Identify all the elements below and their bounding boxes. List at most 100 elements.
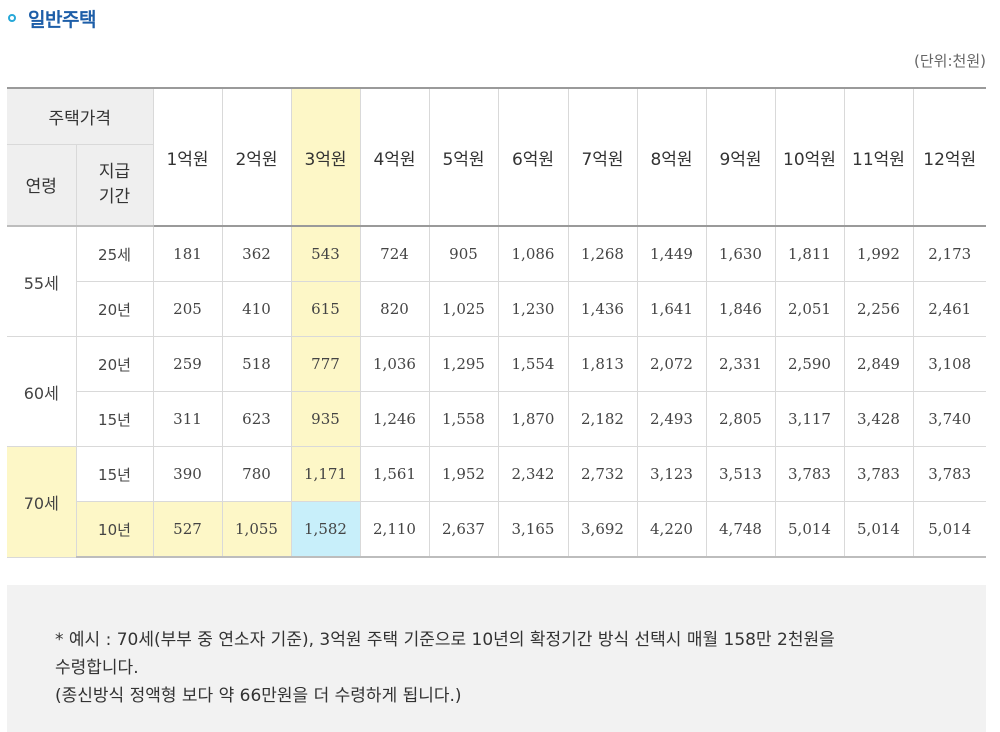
age-cell: 60세 <box>7 336 77 447</box>
value-cell: 527 <box>152 501 223 558</box>
value-cell: 518 <box>221 336 292 392</box>
note-line: 수령합니다. <box>55 658 139 678</box>
value-cell: 410 <box>221 281 292 337</box>
example-note: * 예시 : 70세(부부 중 연소자 기준), 3억원 주택 기준으로 10년… <box>7 585 986 732</box>
value-cell: 3,108 <box>912 336 986 392</box>
value-cell: 2,849 <box>843 336 914 392</box>
value-cell: 777 <box>290 336 361 392</box>
value-cell: 780 <box>221 446 292 502</box>
value-cell: 3,428 <box>843 391 914 447</box>
pension-table: 주택가격 1억원 2억원 3억원 4억원 5억원 6억원 7억원 8억원 9억원… <box>7 87 986 558</box>
value-cell: 2,110 <box>359 501 430 558</box>
value-cell: 5,014 <box>843 501 914 558</box>
value-cell: 2,732 <box>567 446 638 502</box>
amount-header: 6억원 <box>497 87 569 227</box>
amount-header: 12억원 <box>912 87 986 227</box>
table-row: 20년 205 410 615 820 1,025 1,230 1,436 1,641 1,846… <box>7 281 986 337</box>
value-cell: 3,692 <box>567 501 638 558</box>
amount-header: 9억원 <box>705 87 776 227</box>
amount-header: 10억원 <box>774 87 845 227</box>
amount-header: 2억원 <box>221 87 292 227</box>
value-cell: 2,051 <box>774 281 845 337</box>
value-cell: 1,295 <box>428 336 499 392</box>
amount-header: 11억원 <box>843 87 914 227</box>
value-cell: 1,230 <box>497 281 569 337</box>
age-cell: 55세 <box>7 225 77 337</box>
value-cell: 2,590 <box>774 336 845 392</box>
value-cell: 1,952 <box>428 446 499 502</box>
value-cell: 362 <box>221 225 292 282</box>
note-line: * 예시 : 70세(부부 중 연소자 기준), 3억원 주택 기준으로 10년… <box>55 630 835 650</box>
period-cell: 20년 <box>75 336 154 392</box>
amount-header: 5억원 <box>428 87 499 227</box>
period-header: 지급 기간 <box>75 143 153 227</box>
circle-bullet-icon <box>8 14 16 22</box>
table-row: 70세 15년 390 780 1,171 1,561 1,952 2,342 2,732 3,1… <box>7 446 986 558</box>
value-cell: 2,461 <box>912 281 986 337</box>
value-cell: 905 <box>428 225 499 282</box>
value-cell: 390 <box>152 446 223 502</box>
period-cell: 25세 <box>75 225 154 282</box>
value-cell: 1,171 <box>290 446 361 502</box>
section-heading: 일반주택 <box>8 4 96 32</box>
value-cell: 615 <box>290 281 361 337</box>
value-cell: 2,637 <box>428 501 499 558</box>
value-cell: 1,992 <box>843 225 914 282</box>
value-cell: 1,561 <box>359 446 430 502</box>
amount-header: 7억원 <box>567 87 638 227</box>
value-cell: 5,014 <box>912 501 986 558</box>
value-cell: 3,783 <box>912 446 986 502</box>
value-cell: 2,331 <box>705 336 776 392</box>
period-cell: 15년 <box>75 446 154 502</box>
amount-header-highlighted: 3억원 <box>290 87 361 227</box>
value-cell: 1,449 <box>636 225 707 282</box>
age-cell: 70세 <box>7 446 77 558</box>
value-cell: 1,036 <box>359 336 430 392</box>
value-cell: 2,256 <box>843 281 914 337</box>
value-cell: 1,846 <box>705 281 776 337</box>
value-cell: 3,783 <box>843 446 914 502</box>
value-cell: 2,493 <box>636 391 707 447</box>
value-cell: 2,072 <box>636 336 707 392</box>
table-row: 10년 527 1,055 1,582 2,110 2,637 3,165 3,692 4,22… <box>7 501 986 558</box>
value-cell: 2,805 <box>705 391 776 447</box>
table-row: 60세 20년 259 518 777 1,036 1,295 1,554 1,813 2,072… <box>7 336 986 447</box>
value-cell: 1,582 <box>290 501 361 558</box>
unit-label: (단위:천원) <box>914 52 986 70</box>
value-cell: 2,182 <box>567 391 638 447</box>
value-cell: 1,554 <box>497 336 569 392</box>
value-cell: 205 <box>152 281 223 337</box>
value-cell: 3,123 <box>636 446 707 502</box>
value-cell: 1,630 <box>705 225 776 282</box>
table-row: 15년 311 623 935 1,246 1,558 1,870 2,182 2,493 2,8… <box>7 391 986 447</box>
period-cell: 15년 <box>76 391 154 447</box>
amount-header: 8억원 <box>636 87 707 227</box>
age-header: 연령 <box>7 143 77 227</box>
value-cell: 543 <box>290 225 361 282</box>
value-cell: 724 <box>359 225 430 282</box>
value-cell: 2,342 <box>497 446 569 502</box>
value-cell: 181 <box>152 225 223 282</box>
value-cell: 3,513 <box>705 446 776 502</box>
value-cell: 1,246 <box>359 391 430 447</box>
price-header: 주택가격 <box>7 87 154 145</box>
value-cell: 4,748 <box>705 501 776 558</box>
value-cell: 3,165 <box>497 501 569 558</box>
value-cell: 4,220 <box>636 501 707 558</box>
value-cell: 820 <box>359 281 430 337</box>
value-cell: 1,025 <box>428 281 499 337</box>
value-cell: 3,783 <box>774 446 845 502</box>
period-cell: 10년 <box>76 501 154 558</box>
amount-header: 4억원 <box>359 87 430 227</box>
value-cell: 3,740 <box>912 391 986 447</box>
value-cell: 1,813 <box>567 336 638 392</box>
value-cell: 935 <box>290 391 361 447</box>
value-cell: 2,173 <box>912 225 986 282</box>
value-cell: 1,086 <box>497 225 569 282</box>
amount-header: 1억원 <box>152 87 223 227</box>
value-cell: 259 <box>152 336 223 392</box>
value-cell: 1,436 <box>567 281 638 337</box>
section-title: 일반주택 <box>28 8 96 31</box>
value-cell: 1,641 <box>636 281 707 337</box>
value-cell: 1,268 <box>567 225 638 282</box>
